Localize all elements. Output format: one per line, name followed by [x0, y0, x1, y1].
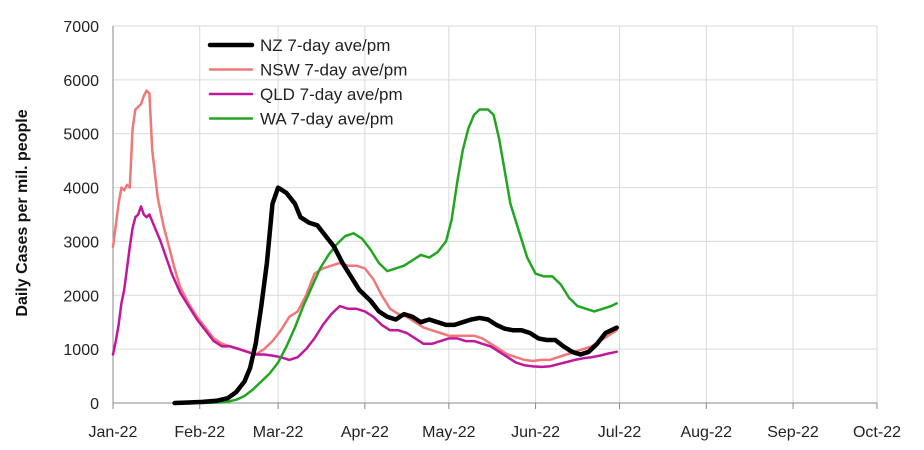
legend-label: NSW 7-day ave/pm — [260, 61, 407, 80]
legend: NZ 7-day ave/pm NSW 7-day ave/pm QLD 7-day… — [207, 36, 407, 129]
x-tick-label: Sep-22 — [767, 424, 819, 441]
axes: 0 1000 2000 3000 4000 5000 6000 7000 Jan-22 Feb-2… — [63, 19, 901, 441]
y-tick-label: 4000 — [63, 181, 99, 198]
y-tick-label: 7000 — [63, 19, 99, 36]
legend-label: QLD 7-day ave/pm — [260, 85, 403, 104]
x-tick-label: Oct-22 — [853, 424, 901, 441]
y-tick-label: 2000 — [63, 288, 99, 305]
x-tick-label: Jun-22 — [511, 424, 560, 441]
y-tick-label: 1000 — [63, 342, 99, 359]
y-tick-label: 0 — [90, 396, 99, 413]
y-tick-label: 6000 — [63, 73, 99, 90]
legend-label: WA 7-day ave/pm — [260, 110, 394, 129]
x-tick-label: May-22 — [422, 424, 475, 441]
series-line-wa — [198, 108, 618, 405]
x-tick-label: Aug-22 — [680, 424, 732, 441]
series-lines — [111, 89, 619, 406]
series-line-qld — [111, 205, 618, 369]
x-tick-label: Jan-22 — [89, 424, 138, 441]
grid — [113, 25, 878, 403]
x-tick-label: Feb-22 — [174, 424, 225, 441]
x-tick-label: Apr-22 — [341, 424, 389, 441]
x-tick-label: Mar-22 — [253, 424, 304, 441]
y-tick-label: 5000 — [63, 127, 99, 144]
y-axis-title: Daily Cases per mil. people — [14, 109, 31, 316]
legend-label: NZ 7-day ave/pm — [260, 36, 390, 55]
y-tick-label: 3000 — [63, 234, 99, 251]
series-line-nz — [172, 185, 619, 406]
x-tick-label: Jul-22 — [598, 424, 642, 441]
